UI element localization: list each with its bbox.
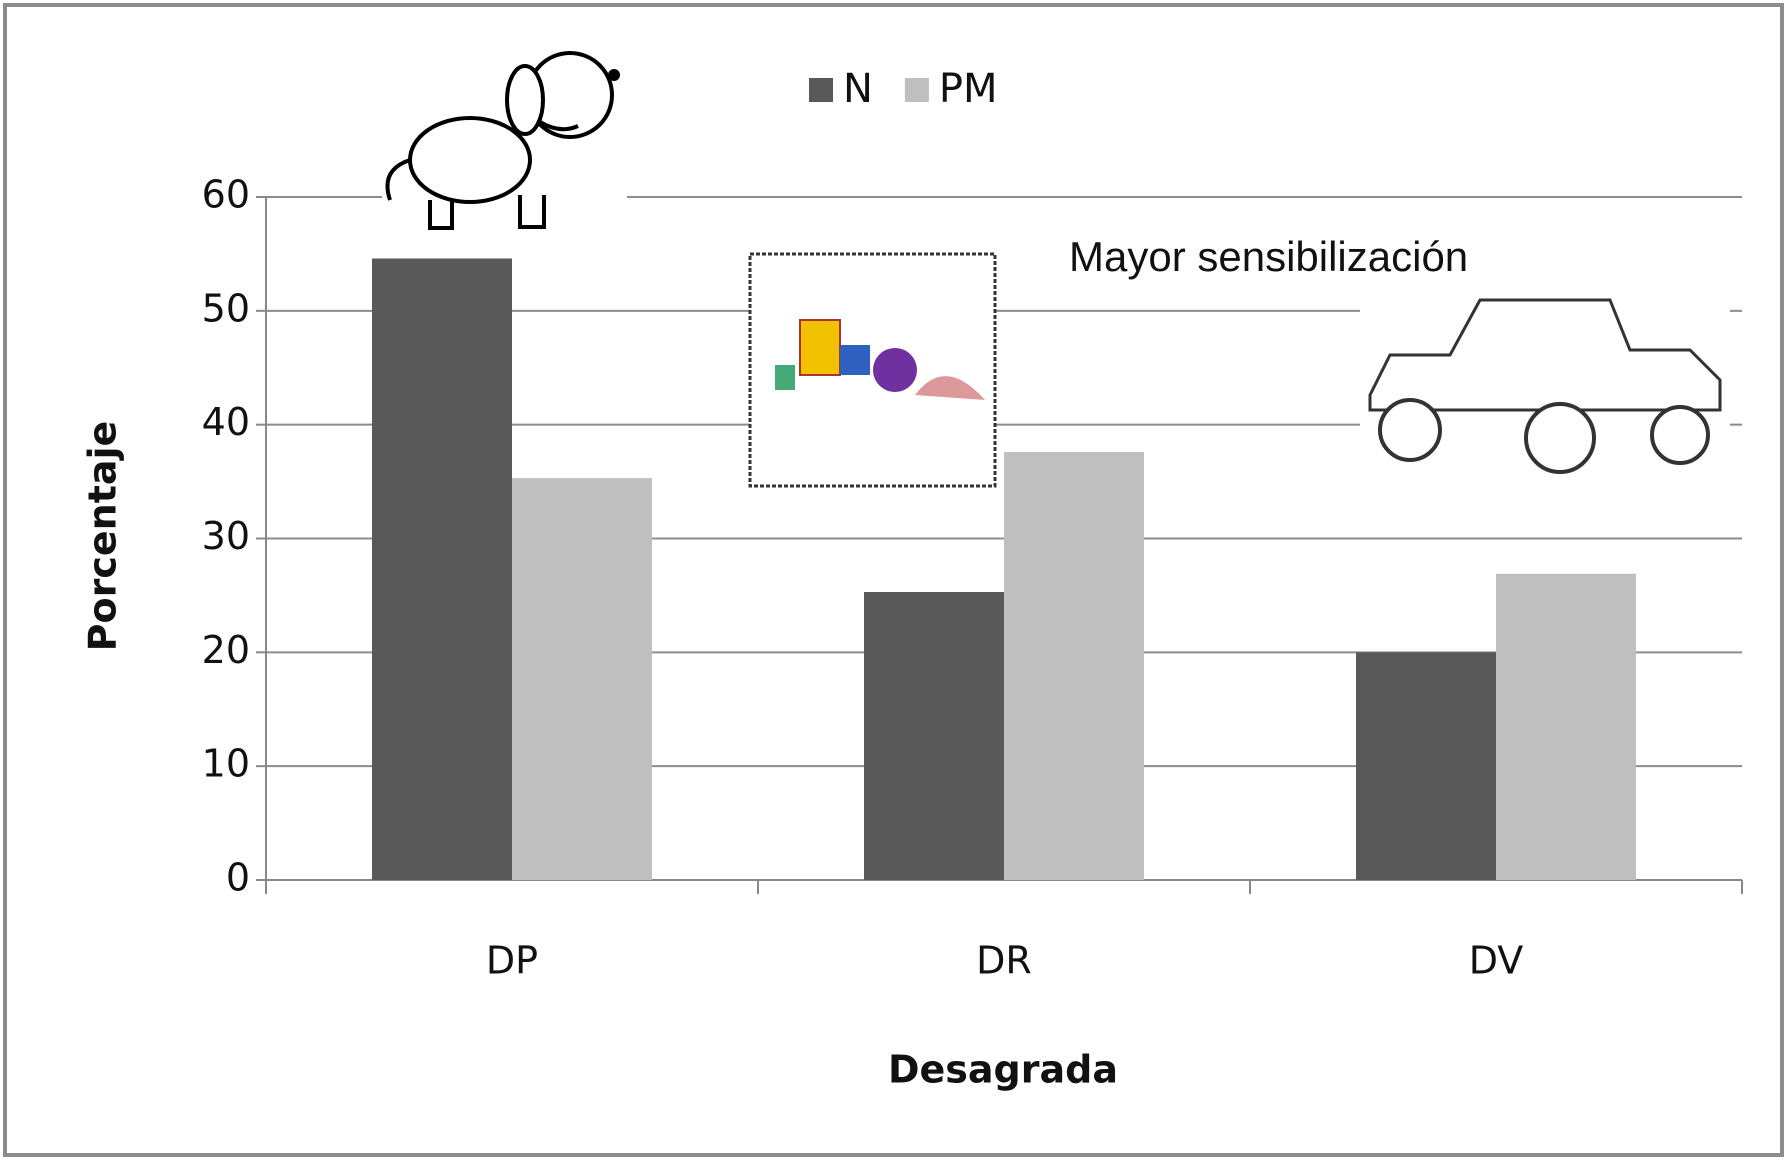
legend-label: N <box>843 66 873 112</box>
y-tick-label: 40 <box>202 400 250 444</box>
y-tick-label: 60 <box>202 173 250 217</box>
bar <box>1356 652 1496 880</box>
x-tick-label: DR <box>976 939 1032 983</box>
bar <box>864 592 1004 880</box>
y-tick-label: 20 <box>202 628 250 672</box>
x-axis-label: Desagrada <box>888 1048 1118 1092</box>
x-tick-label: DV <box>1469 939 1524 983</box>
legend-label: PM <box>939 66 998 112</box>
y-tick-label: 10 <box>202 742 250 786</box>
bar <box>1496 574 1636 880</box>
annotation: Mayor sensibilización <box>1069 233 1468 280</box>
legend-swatch <box>905 78 929 102</box>
chart: 0 10 20 30 40 50 60 DP DR DV Mayor sensibilizació… <box>0 0 1787 1160</box>
y-axis-label: Porcentaje <box>81 421 125 652</box>
jeep-illustration <box>1360 290 1730 480</box>
dog-illustration <box>382 40 627 240</box>
y-tick-label: 50 <box>202 286 250 330</box>
legend-swatch <box>809 78 833 102</box>
bar <box>1004 452 1144 880</box>
bar <box>372 258 512 880</box>
bar <box>512 478 652 880</box>
x-tick-label: DP <box>486 939 538 983</box>
y-tick-label: 30 <box>202 514 250 558</box>
y-tick-label: 0 <box>226 856 250 900</box>
paint-illustration <box>750 254 995 486</box>
